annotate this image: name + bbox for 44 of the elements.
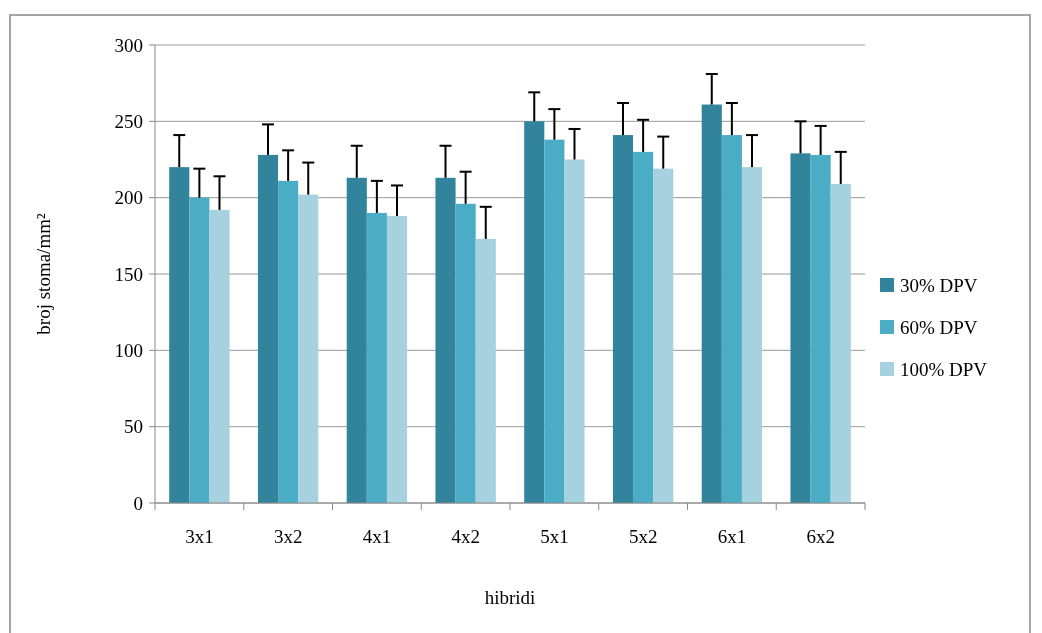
bar bbox=[455, 203, 476, 503]
bar bbox=[544, 139, 565, 503]
bar bbox=[721, 135, 742, 503]
bar bbox=[633, 151, 654, 503]
y-tick-label: 50 bbox=[124, 416, 143, 438]
bar bbox=[741, 167, 763, 503]
y-tick-label: 250 bbox=[114, 110, 143, 132]
legend-label: 60% DPV bbox=[900, 316, 978, 338]
y-tick-label: 150 bbox=[114, 263, 143, 285]
bar bbox=[386, 215, 408, 503]
legend-label: 100% DPV bbox=[900, 358, 988, 380]
y-tick-label: 300 bbox=[114, 34, 143, 56]
x-axis-title: hibridi bbox=[484, 587, 536, 608]
bar bbox=[612, 135, 634, 503]
y-tick-label: 100 bbox=[114, 339, 143, 361]
y-tick-label: 200 bbox=[114, 187, 143, 209]
bar bbox=[257, 154, 279, 503]
x-tick-label: 5x1 bbox=[540, 526, 569, 547]
x-tick-label: 4x2 bbox=[451, 526, 480, 547]
x-tick-label: 3x1 bbox=[185, 526, 214, 547]
bar bbox=[298, 194, 319, 503]
x-tick-label: 6x2 bbox=[806, 526, 835, 547]
bar bbox=[209, 209, 230, 503]
x-tick-label: 3x2 bbox=[273, 526, 303, 547]
bar bbox=[169, 167, 190, 503]
bar bbox=[810, 154, 831, 503]
y-axis-title: broj stoma/mm² bbox=[33, 213, 54, 335]
bar bbox=[346, 177, 367, 503]
bar bbox=[564, 159, 585, 503]
bar bbox=[475, 238, 496, 503]
bar bbox=[790, 153, 811, 503]
bar bbox=[189, 197, 210, 503]
bar bbox=[701, 104, 722, 503]
bar bbox=[830, 183, 851, 503]
x-tick-label: 6x1 bbox=[717, 526, 747, 547]
legend-label: 30% DPV bbox=[900, 274, 978, 296]
y-tick-label: 0 bbox=[133, 492, 143, 514]
bar bbox=[366, 212, 387, 503]
x-tick-label: 4x1 bbox=[362, 526, 392, 547]
bar bbox=[524, 121, 545, 503]
x-tick-label: 5x2 bbox=[628, 526, 658, 547]
bar bbox=[653, 168, 674, 503]
bar bbox=[435, 177, 456, 503]
bar bbox=[278, 180, 299, 503]
